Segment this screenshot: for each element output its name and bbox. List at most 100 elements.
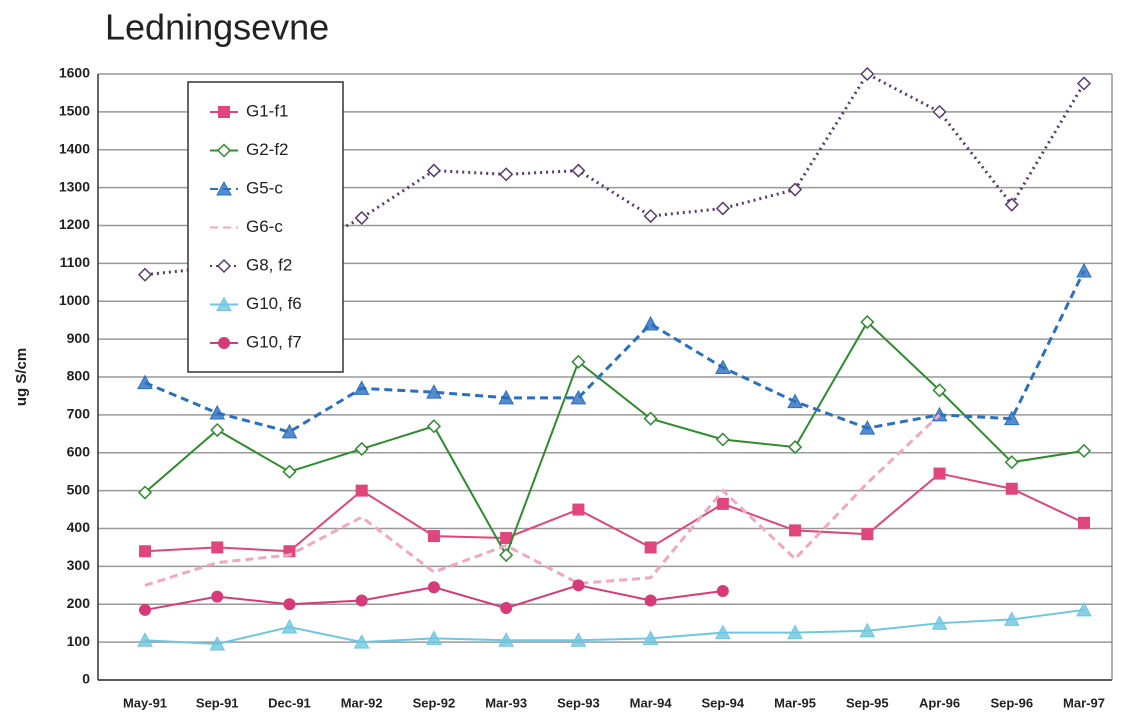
legend-label: G6-c	[246, 217, 283, 236]
x-tick-label: Mar-92	[341, 695, 383, 710]
marker	[1076, 262, 1092, 278]
x-tick-label: Sep-93	[557, 695, 600, 710]
y-tick-label: 100	[67, 633, 91, 649]
legend-label: G10, f6	[246, 294, 302, 313]
marker	[859, 622, 876, 638]
series-line	[144, 72, 1086, 277]
marker	[572, 503, 585, 516]
series-line	[144, 608, 1085, 646]
x-tick-label: Apr-96	[919, 695, 960, 710]
y-tick-label: 900	[67, 330, 91, 346]
x-tick-label: Sep-96	[990, 695, 1033, 710]
marker	[139, 545, 151, 558]
marker	[137, 267, 153, 282]
marker	[355, 594, 368, 607]
marker	[571, 163, 586, 178]
marker	[498, 389, 514, 405]
marker	[137, 485, 153, 500]
marker	[353, 634, 370, 649]
marker	[861, 528, 874, 541]
marker	[860, 66, 875, 82]
marker	[789, 524, 802, 537]
x-tick-label: Dec-91	[268, 695, 311, 710]
marker	[281, 618, 298, 634]
y-tick-label: 1200	[59, 216, 90, 232]
marker	[426, 163, 441, 178]
marker	[1003, 410, 1020, 426]
series-line	[144, 413, 941, 587]
marker	[716, 584, 729, 597]
x-tick-label: Sep-95	[846, 695, 889, 710]
marker	[642, 315, 659, 331]
marker	[787, 393, 803, 409]
y-tick-label: 1600	[59, 65, 90, 81]
marker	[715, 624, 731, 640]
y-axis-label: ug S/cm	[13, 348, 30, 406]
legend-label: G5-c	[246, 178, 283, 197]
legend-label: G1-f1	[246, 101, 289, 120]
marker	[137, 374, 153, 390]
marker	[788, 440, 803, 455]
marker	[426, 419, 441, 434]
x-tick-label: Mar-94	[630, 695, 673, 710]
marker	[787, 624, 803, 640]
marker	[282, 464, 297, 479]
marker	[211, 541, 224, 554]
marker	[353, 380, 370, 395]
marker	[427, 530, 440, 543]
marker	[1076, 601, 1092, 617]
marker	[498, 632, 514, 647]
marker	[859, 420, 876, 435]
series-line	[144, 472, 1085, 553]
y-tick-label: 300	[67, 557, 91, 573]
x-tick-label: Mar-97	[1063, 695, 1105, 710]
y-tick-label: 1000	[59, 292, 90, 308]
x-tick-label: May-91	[123, 695, 167, 710]
x-tick-label: Mar-93	[485, 695, 527, 710]
marker	[427, 581, 440, 594]
legend-label: G8, f2	[246, 255, 292, 274]
marker	[1003, 611, 1020, 626]
marker	[931, 615, 948, 630]
y-tick-label: 200	[67, 595, 91, 611]
marker	[1004, 455, 1019, 470]
chart-title: Ledningsevne	[105, 7, 329, 48]
marker	[216, 258, 232, 274]
marker	[788, 182, 803, 197]
marker	[209, 635, 226, 651]
marker	[932, 383, 947, 398]
marker	[354, 441, 369, 457]
marker	[499, 547, 514, 563]
marker	[218, 337, 230, 349]
marker	[137, 632, 153, 647]
marker	[1005, 482, 1018, 495]
y-tick-label: 400	[67, 519, 91, 535]
marker	[1076, 443, 1092, 458]
y-tick-label: 1500	[59, 103, 90, 119]
marker	[860, 315, 875, 330]
marker	[210, 422, 225, 438]
marker	[355, 484, 368, 497]
marker	[499, 167, 514, 182]
marker	[642, 630, 659, 645]
series-line	[144, 320, 1085, 558]
marker	[933, 467, 946, 480]
marker	[715, 432, 730, 447]
y-tick-label: 800	[67, 368, 91, 384]
marker	[644, 594, 657, 607]
y-tick-label: 1400	[59, 140, 90, 156]
marker	[643, 208, 658, 224]
y-tick-label: 1100	[60, 254, 91, 270]
marker	[211, 590, 224, 603]
x-tick-label: Sep-92	[413, 695, 456, 710]
marker	[643, 411, 658, 426]
y-tick-label: 500	[67, 481, 91, 497]
marker	[354, 210, 369, 225]
marker	[500, 602, 513, 615]
x-tick-label: Mar-95	[774, 695, 816, 710]
y-tick-label: 1300	[59, 178, 90, 194]
marker	[209, 404, 226, 420]
y-tick-label: 0	[82, 671, 90, 687]
marker	[571, 354, 586, 369]
